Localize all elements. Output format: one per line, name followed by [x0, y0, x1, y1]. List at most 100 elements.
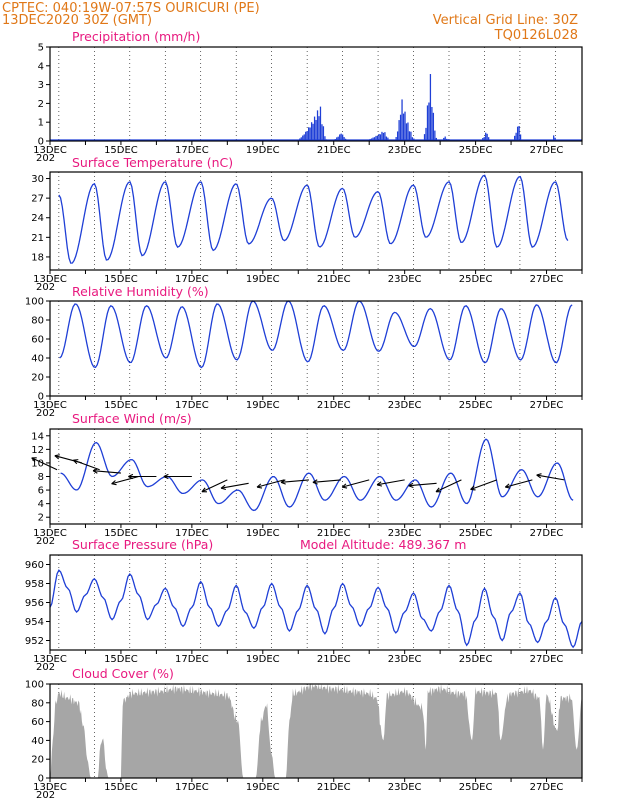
cloud-ytick-label: 0 [38, 774, 44, 785]
wind-arrow-head [505, 486, 511, 489]
precip-bar [401, 99, 403, 141]
wind-line [60, 438, 574, 512]
header-grid-note: Vertical Grid Line: 30Z [433, 13, 578, 28]
temp-year-label: 202 [36, 282, 55, 293]
wind-arrow [220, 482, 249, 489]
precip-xtick-label: 25DEC [459, 145, 493, 156]
precip-bar [379, 134, 382, 141]
precip-bar [426, 105, 429, 141]
wind-arrow-head [408, 482, 414, 487]
wind-xtick-label: 13DEC [33, 528, 67, 539]
wind-arrow [280, 479, 309, 483]
pres-xtick-label: 25DEC [459, 654, 493, 665]
precip-bar [431, 106, 433, 141]
wind-ytick-label: 6 [38, 486, 44, 497]
temp-xtick-label: 27DEC [530, 274, 564, 285]
precip-bar [488, 137, 490, 141]
wind-arrow-head [470, 488, 476, 491]
precip-bar [376, 135, 379, 141]
cloud-ytick-label: 80 [31, 698, 44, 709]
precip-bar [404, 111, 406, 141]
precip-bar [372, 137, 374, 141]
precip-bar [300, 137, 302, 141]
wind-arrow [470, 479, 498, 490]
wind-arrow-head [342, 486, 348, 489]
precip-bar [339, 134, 341, 141]
wind-arrow-head [92, 470, 98, 474]
precip-bar [309, 127, 311, 141]
precip-bar [407, 122, 409, 141]
panel-precip: Precipitation (mm/h) 0 1 2 3 4 5 13DEC 15DEC 17DE… [33, 29, 583, 164]
precip-bar [519, 134, 522, 141]
precip-ytick-label: 1 [38, 118, 44, 129]
panel-cloud: Cloud Cover (%) 0 20 40 60 80 100 13DEC 15DEC 17D… [25, 666, 583, 800]
wind-arrow-head [256, 486, 263, 489]
rh-ytick-label: 60 [31, 335, 44, 346]
wind-xtick-label: 21DEC [317, 528, 351, 539]
panel-rh: Relative Humidity (%) 0 20 40 60 80 100 13DEC 15… [25, 284, 583, 419]
precip-xtick-label: 17DEC [175, 145, 209, 156]
temp-title: Surface Temperature (nC) [72, 155, 233, 170]
pres-title: Surface Pressure (hPa) [72, 537, 213, 552]
wind-xtick-label: 23DEC [388, 528, 422, 539]
wind-title: Surface Wind (m/s) [72, 411, 192, 426]
cloud-xtick-label: 15DEC [104, 782, 138, 793]
precip-bar [553, 135, 555, 141]
precip-bar [315, 119, 317, 141]
pres-xtick-label: 15DEC [104, 654, 138, 665]
pres-xtick-label: 23DEC [388, 654, 422, 665]
precip-bar [410, 131, 412, 141]
wind-ytick-label: 8 [38, 472, 44, 483]
header-run-id: TQ0126L028 [494, 28, 578, 43]
temp-xtick-label: 17DEC [175, 274, 209, 285]
pres-xtick-label: 13DEC [33, 654, 67, 665]
precip-xtick-label: 19DEC [246, 145, 280, 156]
precip-ytick-label: 5 [38, 43, 44, 54]
wind-arrow [256, 479, 285, 488]
precip-bar [399, 114, 402, 141]
wind-xtick-label: 25DEC [459, 528, 493, 539]
wind-ytick-label: 14 [31, 431, 44, 442]
precip-ytick-label: 3 [38, 80, 44, 91]
wind-arrow-head [504, 483, 510, 488]
precip-bar [387, 137, 389, 141]
precip-bar [402, 113, 405, 141]
temp-xtick-label: 19DEC [246, 274, 280, 285]
precip-bar [423, 134, 426, 141]
pres-xtick-label: 27DEC [530, 654, 564, 665]
wind-arrow-head [341, 483, 347, 488]
wind-ytick-label: 10 [31, 458, 44, 469]
wind-ytick-label: 2 [38, 513, 44, 524]
temp-line [58, 174, 569, 264]
temp-xtick-label: 13DEC [33, 274, 67, 285]
wind-arrow-head [163, 476, 169, 480]
rh-xtick-label: 27DEC [530, 400, 564, 411]
wind-arrow [73, 459, 100, 471]
rh-year-label: 202 [36, 408, 55, 419]
wind-year-label: 202 [36, 536, 55, 547]
wind-arrow [312, 479, 341, 483]
precip-bar [483, 137, 485, 141]
precip-bar [385, 136, 388, 141]
cloud-area [50, 684, 582, 778]
wind-arrow-head [54, 454, 60, 457]
rh-xtick-label: 19DEC [246, 400, 280, 411]
cloud-ytick-label: 40 [31, 736, 44, 747]
rh-xtick-label: 23DEC [388, 400, 422, 411]
rh-ytick-label: 80 [31, 316, 44, 327]
precip-bar [343, 137, 345, 141]
precip-bar [382, 132, 385, 141]
temp-xtick-label: 23DEC [388, 274, 422, 285]
temp-frame [49, 171, 583, 271]
precip-bar [310, 122, 313, 141]
wind-xtick-label: 15DEC [104, 528, 138, 539]
wind-arrow [536, 474, 565, 481]
precip-title: Precipitation (mm/h) [72, 29, 200, 44]
wind-arrow [408, 482, 437, 487]
precip-xtick-label: 15DEC [104, 145, 138, 156]
precip-bar [306, 131, 308, 141]
cloud-xtick-label: 23DEC [388, 782, 422, 793]
wind-arrow-head [128, 476, 134, 480]
